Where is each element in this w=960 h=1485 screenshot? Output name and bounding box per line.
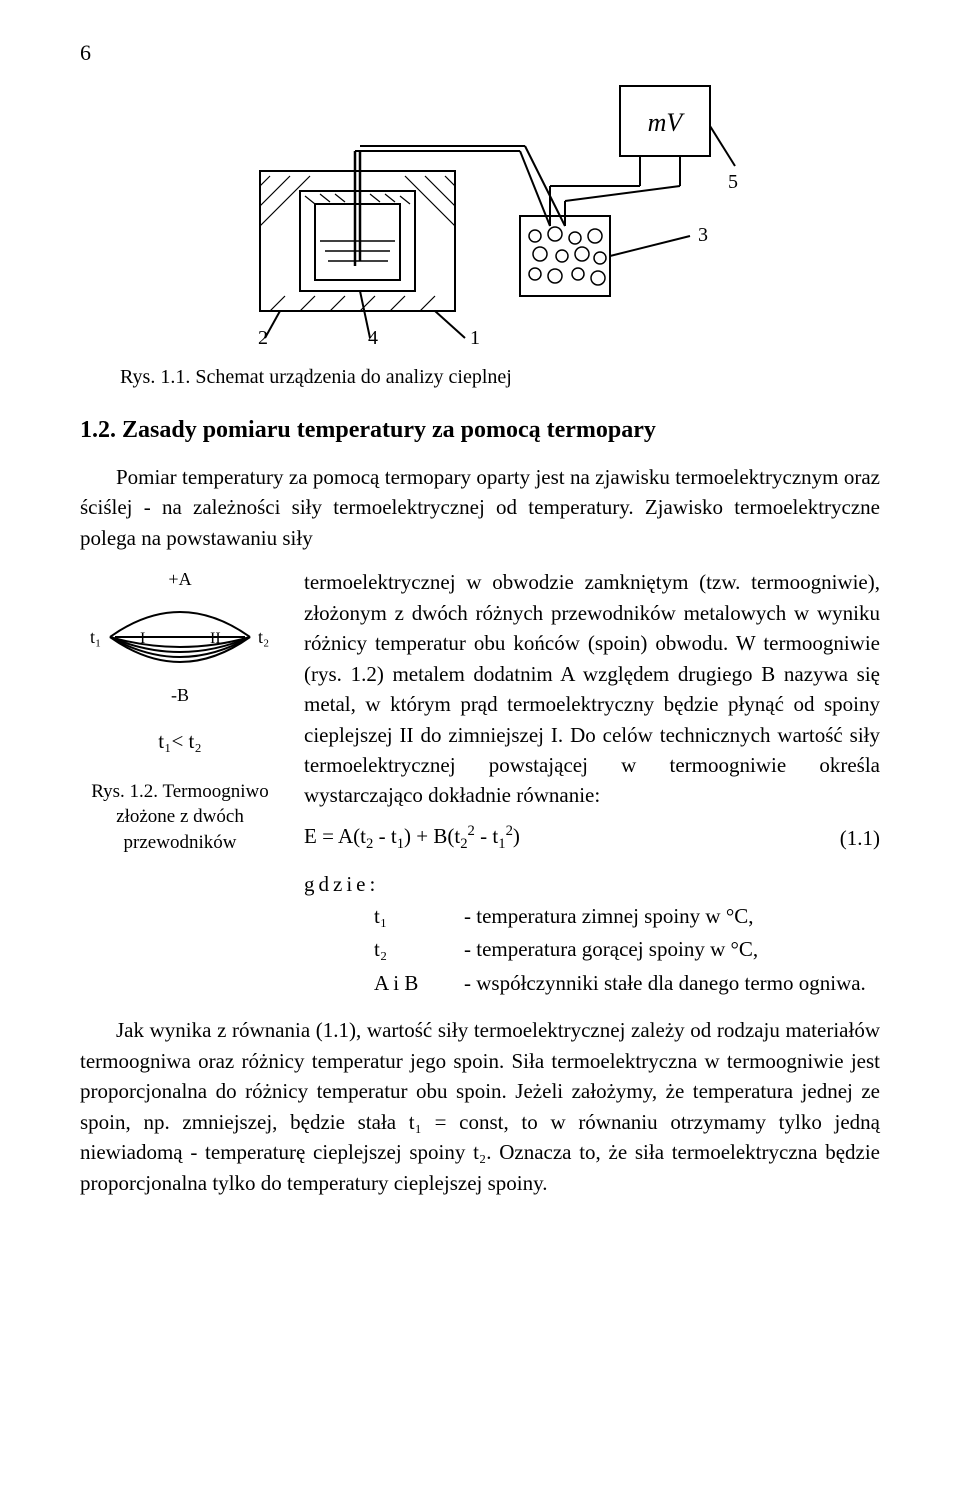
callout-1: 1: [470, 327, 480, 346]
paragraph-lead: Pomiar temperatury za pomocą termopary o…: [80, 462, 880, 553]
label-roman-2: II: [210, 630, 221, 647]
equation-1-1: E = A(t2 - t1) + B(t22 - t12): [304, 821, 520, 856]
label-t1: t₁: [90, 627, 101, 647]
where-sym-3: A i B: [374, 968, 464, 1000]
section-title: 1.2. Zasady pomiaru temperatury za pomoc…: [80, 417, 880, 444]
figure-1-1-caption: Rys. 1.1. Schemat urządzenia do analizy …: [120, 366, 880, 389]
label-roman-1: I: [140, 630, 145, 647]
equation-number: (1.1): [840, 823, 880, 853]
paragraph-wrapped: termoelektrycznej w obwodzie zamkniętym …: [304, 567, 880, 811]
paragraph-2: Jak wynika z równania (1.1), wartość sił…: [80, 1015, 880, 1198]
callout-2: 2: [258, 327, 268, 346]
page-number: 6: [80, 40, 880, 66]
callout-5: 5: [728, 171, 738, 193]
where-desc-2: - temperatura gorącej spoiny w °C,: [464, 934, 880, 966]
label-minus-b: -B: [171, 685, 189, 705]
where-sym-2: t₂: [374, 934, 464, 966]
figure-1-1: mV 5 3: [220, 76, 740, 346]
label-mv: mV: [648, 108, 686, 137]
label-t2: t₂: [258, 627, 269, 647]
label-plus-a: +A: [168, 569, 191, 589]
where-desc-1: - temperatura zimnej spoiny w °C,: [464, 901, 880, 933]
where-sym-1: t₁: [374, 901, 464, 933]
inequality: t₁< t₂: [80, 726, 280, 756]
where-label: gdzie:: [304, 872, 379, 896]
figure-1-2-caption: Rys. 1.2. Termoogniwo złożone z dwóch pr…: [80, 779, 280, 856]
figure-1-2: +A I II t₁ t₂ -B: [80, 567, 280, 707]
where-desc-3: - współczynniki stałe dla danego termo o…: [464, 968, 880, 1000]
callout-4: 4: [368, 327, 378, 346]
callout-3: 3: [698, 224, 708, 246]
